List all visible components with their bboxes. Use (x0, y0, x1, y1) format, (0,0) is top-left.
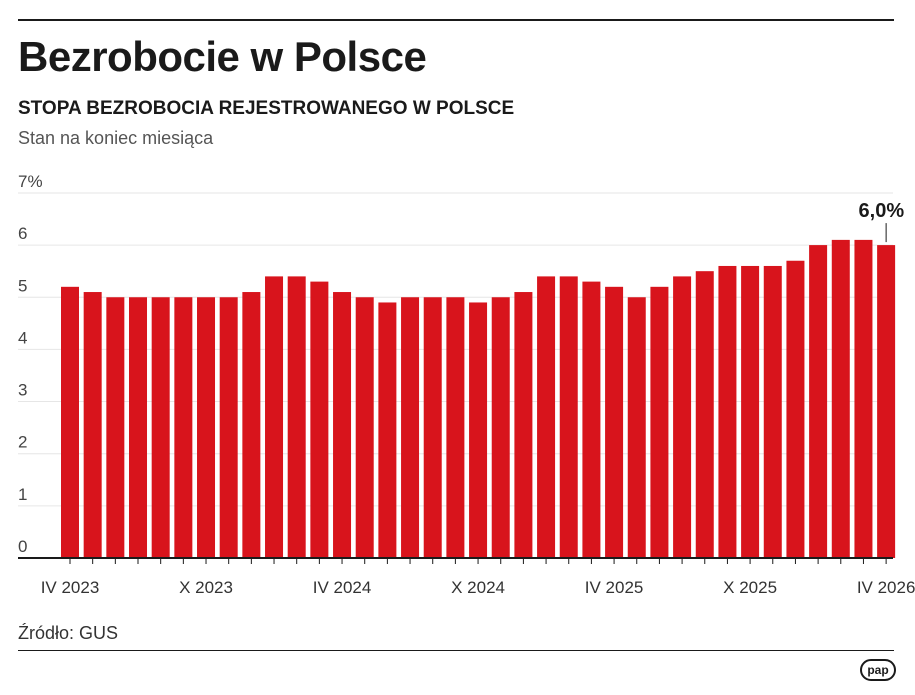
top-rule (18, 19, 894, 21)
x-tick-label: IV 2026 (857, 578, 915, 597)
bar (197, 297, 216, 558)
bar (310, 281, 329, 558)
x-tick-label: X 2024 (451, 578, 505, 597)
bar (469, 302, 488, 558)
bar (242, 292, 261, 558)
x-tick-label: X 2023 (179, 578, 233, 597)
bar (559, 276, 578, 558)
bar (174, 297, 193, 558)
x-tick-label: IV 2023 (41, 578, 100, 597)
bar (786, 260, 805, 558)
bar (61, 286, 79, 558)
bar (673, 276, 692, 558)
x-tick-label: X 2025 (723, 578, 777, 597)
bar (423, 297, 442, 558)
y-tick-label: 4 (18, 328, 27, 347)
bar (854, 239, 873, 558)
page-title: Bezrobocie w Polsce (18, 33, 427, 80)
bar (582, 281, 601, 558)
y-tick-label: 3 (18, 381, 27, 400)
bar (333, 292, 352, 558)
bar (265, 276, 284, 558)
bar-layer (61, 239, 896, 558)
bar (491, 297, 510, 558)
bottom-rule (18, 650, 894, 651)
annotation-label: 6,0% (859, 200, 905, 222)
y-tick-label: 0 (18, 537, 27, 556)
axis-layer (18, 223, 893, 564)
unemployment-bar-chart: 0 1 2 3 4 5 6 7% IV 2023 X 2023 IV 2024 X 2024 IV 20… (18, 172, 915, 597)
bar (446, 297, 465, 558)
y-tick-label: 2 (18, 433, 27, 452)
bar (877, 245, 896, 558)
bar (831, 239, 850, 558)
x-tick-label: IV 2024 (313, 578, 372, 597)
x-tick-label: IV 2025 (585, 578, 644, 597)
bar (106, 297, 125, 558)
logo-text: pap (867, 663, 888, 677)
bar (650, 286, 669, 558)
bar (151, 297, 170, 558)
bar (83, 292, 102, 558)
bar (741, 265, 760, 558)
y-tick-label: 7% (18, 172, 43, 191)
bar (514, 292, 533, 558)
bar (809, 245, 828, 558)
bar (401, 297, 420, 558)
y-tick-label: 5 (18, 276, 27, 295)
bar (718, 265, 737, 558)
bar (287, 276, 306, 558)
y-tick-label: 6 (18, 224, 27, 243)
bar (763, 265, 782, 558)
bar (378, 302, 397, 558)
label-layer: 0 1 2 3 4 5 6 7% IV 2023 X 2023 IV 2024 X 2024 IV 20… (18, 172, 915, 597)
bar (129, 297, 148, 558)
chart-subtitle: Stan na koniec miesiąca (18, 128, 214, 148)
bar (627, 297, 646, 558)
bar (355, 297, 374, 558)
bar (695, 271, 714, 558)
bar (537, 276, 556, 558)
y-tick-label: 1 (18, 485, 27, 504)
pap-logo: pap (860, 659, 896, 681)
bar (605, 286, 624, 558)
chart-title: STOPA BEZROBOCIA REJESTROWANEGO W POLSCE (18, 98, 515, 119)
source-note: Źródło: GUS (18, 623, 119, 643)
bar (219, 297, 238, 558)
